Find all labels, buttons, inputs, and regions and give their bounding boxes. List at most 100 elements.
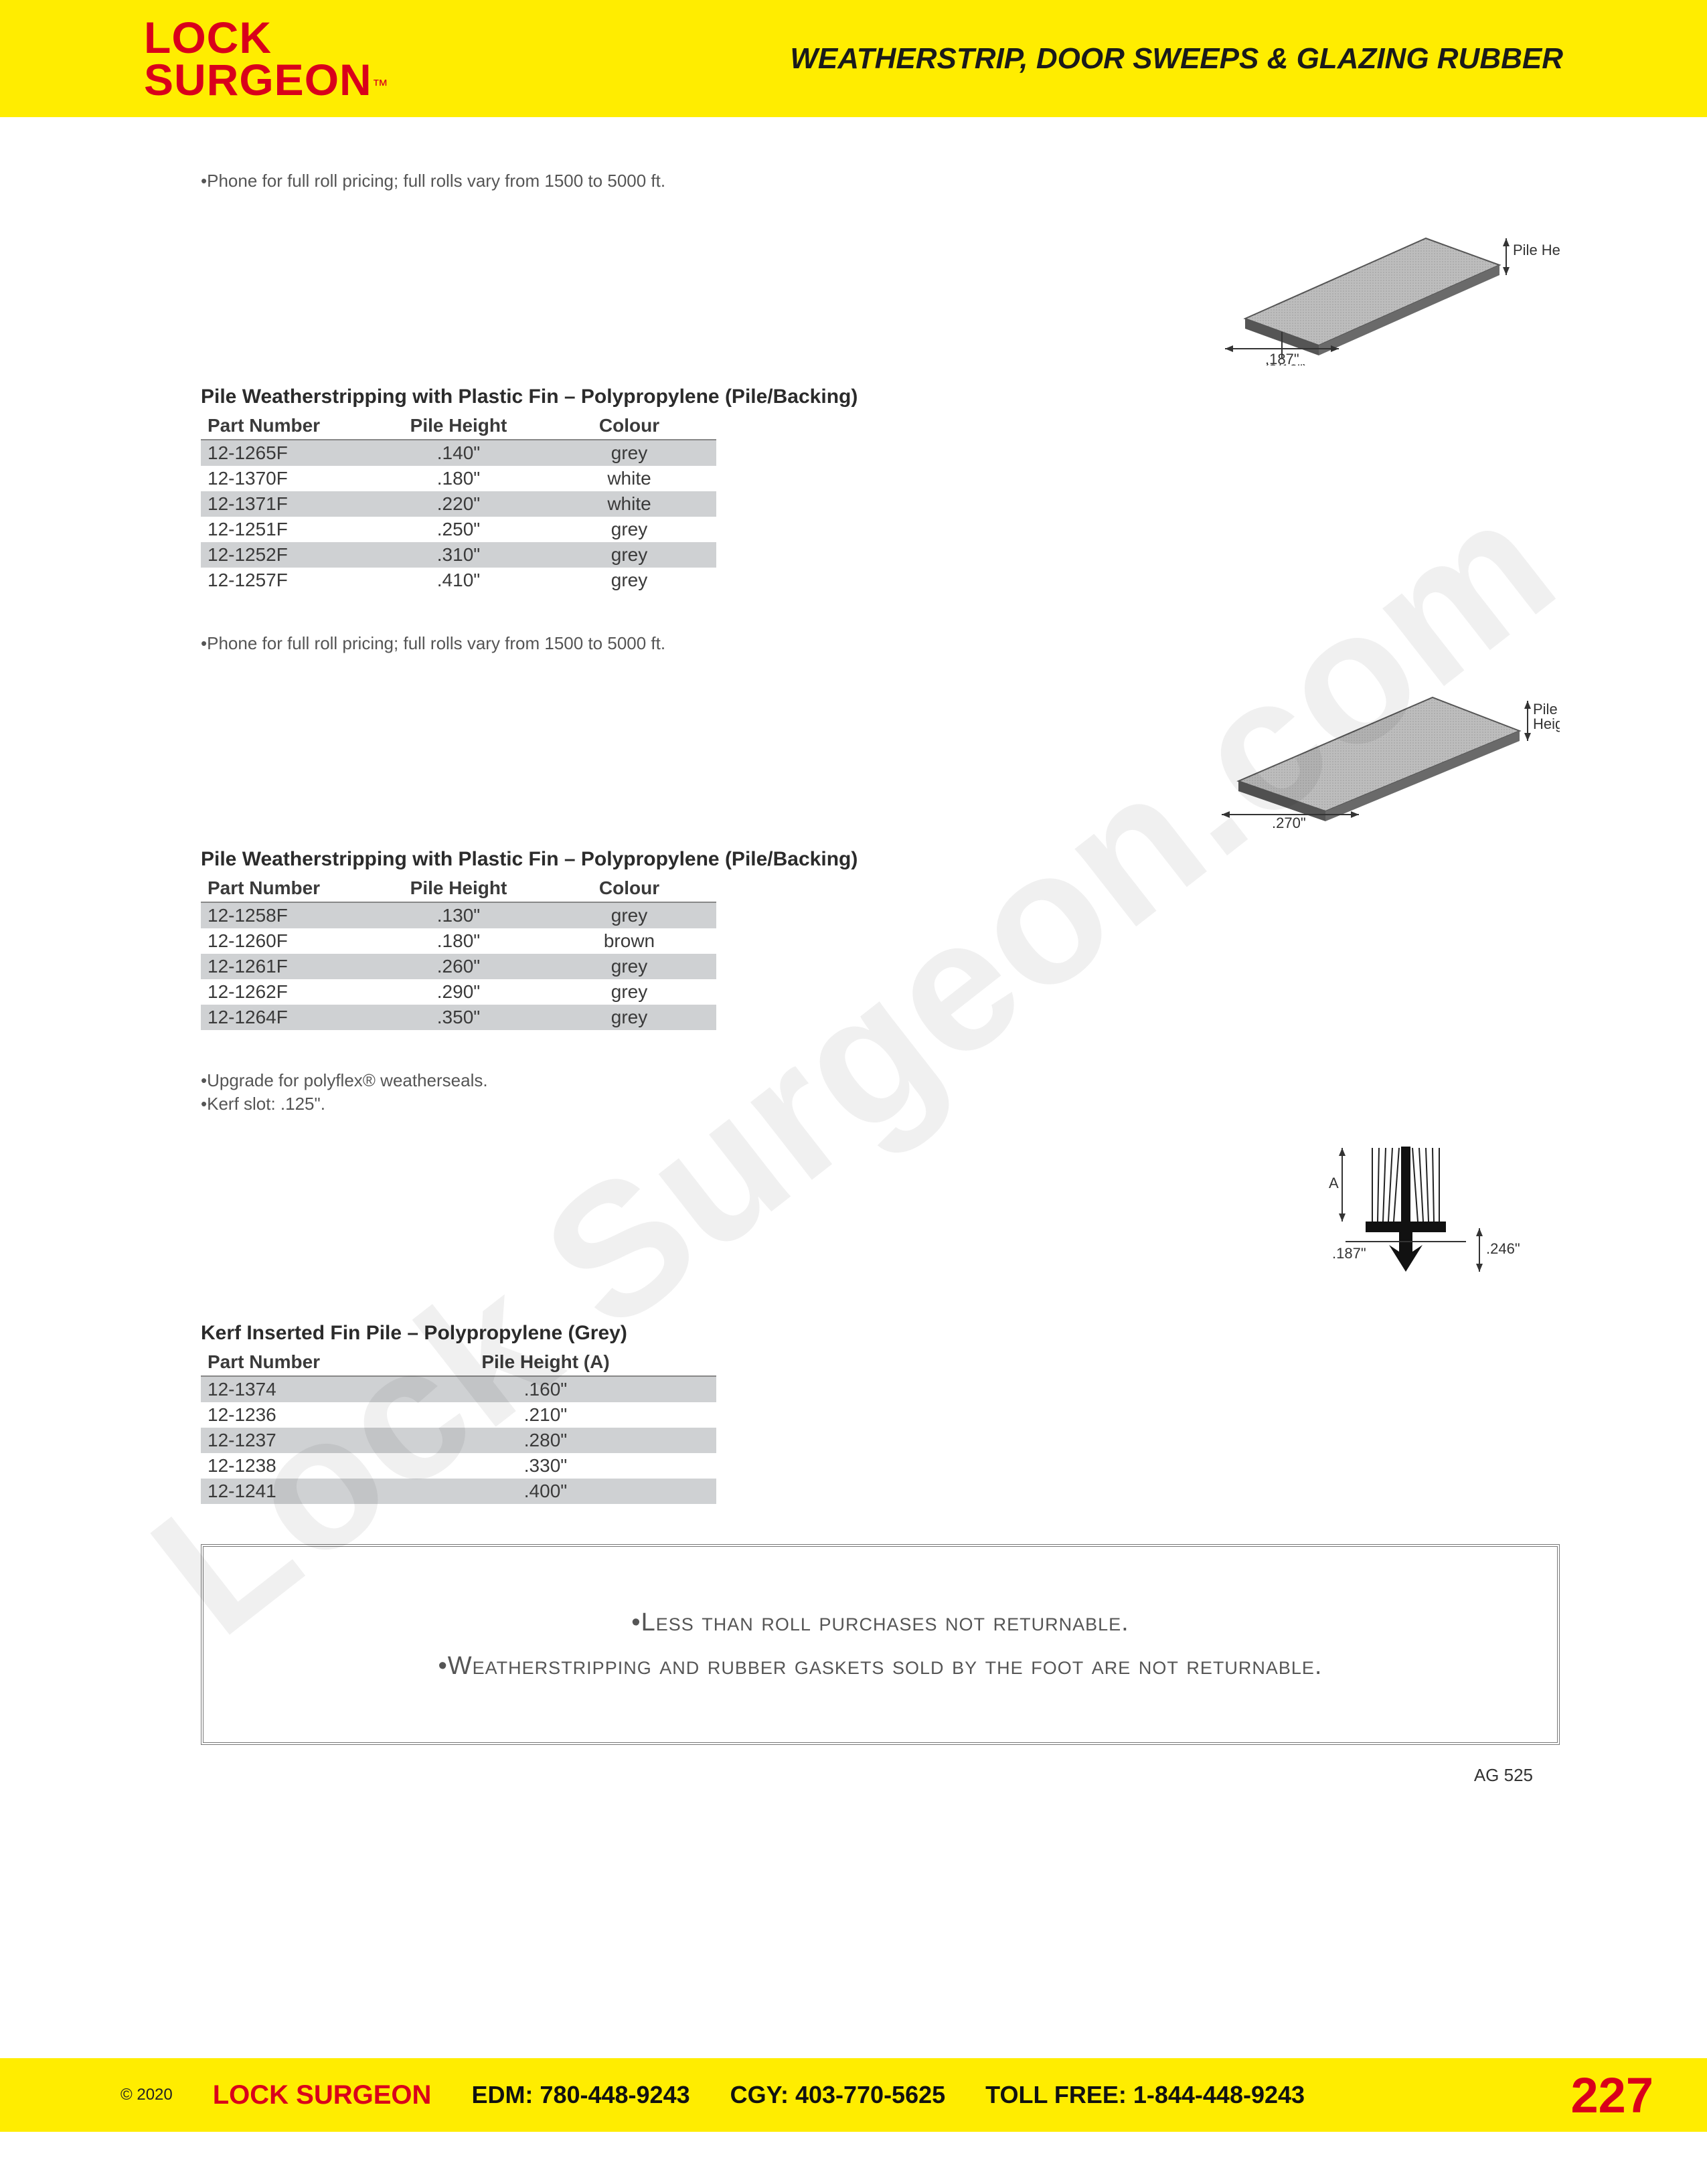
table-row: 12-1370F.180"white bbox=[201, 466, 716, 491]
cell-pileheight: .180" bbox=[375, 928, 542, 954]
cell-partnumber: 12-1241 bbox=[201, 1479, 375, 1504]
cell-partnumber: 12-1374 bbox=[201, 1376, 375, 1402]
table-row: 12-1371F.220"white bbox=[201, 491, 716, 517]
col-header: Colour bbox=[542, 412, 716, 440]
cell-pileheight: .260" bbox=[375, 954, 542, 979]
col-header: Pile Height bbox=[375, 875, 542, 902]
logo-line1: LOCK bbox=[144, 17, 388, 59]
cell-colour: grey bbox=[542, 568, 716, 593]
cell-partnumber: 12-1260F bbox=[201, 928, 375, 954]
header-bar: LOCK SURGEON™ WEATHERSTRIP, DOOR SWEEPS … bbox=[0, 0, 1707, 117]
table-row: 12-1374.160" bbox=[201, 1376, 716, 1402]
svg-text:Pile Height: Pile Height bbox=[1513, 242, 1560, 258]
ag-code: AG 525 bbox=[201, 1765, 1560, 1786]
table-row: 12-1241.400" bbox=[201, 1479, 716, 1504]
cell-colour: white bbox=[542, 466, 716, 491]
table-row: 12-1264F.350"grey bbox=[201, 1005, 716, 1030]
cell-partnumber: 12-1264F bbox=[201, 1005, 375, 1030]
cell-partnumber: 12-1261F bbox=[201, 954, 375, 979]
cell-pileheight: .280" bbox=[375, 1428, 716, 1453]
table-row: 12-1252F.310"grey bbox=[201, 542, 716, 568]
table-row: 12-1260F.180"brown bbox=[201, 928, 716, 954]
section1-note: •Phone for full roll pricing; full rolls… bbox=[201, 171, 1560, 191]
svg-text:.270": .270" bbox=[1272, 815, 1306, 828]
diagram-3: A .187" .246" bbox=[1265, 1141, 1560, 1302]
col-header: Part Number bbox=[201, 412, 375, 440]
footer-cgy: CGY: 403-770-5625 bbox=[730, 2081, 946, 2109]
svg-text:A: A bbox=[1329, 1175, 1339, 1191]
cell-partnumber: 12-1236 bbox=[201, 1402, 375, 1428]
svg-text:.187": .187" bbox=[1332, 1245, 1366, 1262]
table-row: 12-1261F.260"grey bbox=[201, 954, 716, 979]
cell-colour: grey bbox=[542, 1005, 716, 1030]
cell-colour: grey bbox=[542, 542, 716, 568]
table-row: 12-1258F.130"grey bbox=[201, 902, 716, 928]
cell-partnumber: 12-1257F bbox=[201, 568, 375, 593]
cell-partnumber: 12-1252F bbox=[201, 542, 375, 568]
section3-note1: •Upgrade for polyflex® weatherseals. bbox=[201, 1070, 1560, 1091]
cell-partnumber: 12-1237 bbox=[201, 1428, 375, 1453]
diagram-1: .187" (3/16") Pile Height bbox=[1185, 218, 1560, 365]
table-1: Part Number Pile Height Colour 12-1265F.… bbox=[201, 412, 716, 593]
section2-note: •Phone for full roll pricing; full rolls… bbox=[201, 633, 1560, 654]
table-2: Part Number Pile Height Colour 12-1258F.… bbox=[201, 875, 716, 1030]
svg-text:(3/16"): (3/16") bbox=[1264, 361, 1307, 365]
cell-colour: brown bbox=[542, 928, 716, 954]
table-row: 12-1236.210" bbox=[201, 1402, 716, 1428]
logo-tm: ™ bbox=[372, 76, 388, 94]
cell-colour: grey bbox=[542, 517, 716, 542]
cell-colour: grey bbox=[542, 902, 716, 928]
cell-pileheight: .210" bbox=[375, 1402, 716, 1428]
table-row: 12-1251F.250"grey bbox=[201, 517, 716, 542]
notice-box: •Less than roll purchases not returnable… bbox=[201, 1544, 1560, 1745]
cell-partnumber: 12-1238 bbox=[201, 1453, 375, 1479]
table-row: 12-1237.280" bbox=[201, 1428, 716, 1453]
cell-pileheight: .140" bbox=[375, 440, 542, 466]
content: •Phone for full roll pricing; full rolls… bbox=[0, 117, 1707, 2058]
footer-toll: TOLL FREE: 1-844-448-9243 bbox=[985, 2081, 1305, 2109]
footer-edm: EDM: 780-448-9243 bbox=[471, 2081, 689, 2109]
footer-bar: © 2020 LOCK SURGEON EDM: 780-448-9243 CG… bbox=[0, 2058, 1707, 2132]
section3-note2: •Kerf slot: .125". bbox=[201, 1094, 1560, 1114]
cell-pileheight: .160" bbox=[375, 1376, 716, 1402]
cell-pileheight: .400" bbox=[375, 1479, 716, 1504]
diagram-2: .270" Pile Height bbox=[1185, 681, 1560, 828]
table-3: Part Number Pile Height (A) 12-1374.160"… bbox=[201, 1349, 716, 1504]
cell-partnumber: 12-1371F bbox=[201, 491, 375, 517]
section3-title: Kerf Inserted Fin Pile – Polypropylene (… bbox=[201, 1322, 1560, 1345]
section1-title: Pile Weatherstripping with Plastic Fin –… bbox=[201, 386, 1560, 408]
cell-pileheight: .130" bbox=[375, 902, 542, 928]
cell-pileheight: .220" bbox=[375, 491, 542, 517]
cell-partnumber: 12-1265F bbox=[201, 440, 375, 466]
notice-line-1: •Less than roll purchases not returnable… bbox=[230, 1608, 1530, 1637]
copyright: © 2020 bbox=[120, 2086, 173, 2104]
logo-line2: SURGEON bbox=[144, 55, 372, 104]
svg-text:.246": .246" bbox=[1486, 1240, 1520, 1257]
cell-partnumber: 12-1251F bbox=[201, 517, 375, 542]
cell-partnumber: 12-1262F bbox=[201, 979, 375, 1005]
col-header: Pile Height bbox=[375, 412, 542, 440]
cell-colour: white bbox=[542, 491, 716, 517]
table-row: 12-1265F.140"grey bbox=[201, 440, 716, 466]
col-header: Colour bbox=[542, 875, 716, 902]
cell-pileheight: .410" bbox=[375, 568, 542, 593]
svg-text:Height: Height bbox=[1533, 716, 1560, 732]
cell-pileheight: .350" bbox=[375, 1005, 542, 1030]
col-header: Pile Height (A) bbox=[375, 1349, 716, 1376]
cell-colour: grey bbox=[542, 440, 716, 466]
cell-partnumber: 12-1258F bbox=[201, 902, 375, 928]
cell-colour: grey bbox=[542, 979, 716, 1005]
cell-pileheight: .310" bbox=[375, 542, 542, 568]
col-header: Part Number bbox=[201, 875, 375, 902]
footer-brand: LOCK SURGEON bbox=[213, 2080, 432, 2110]
table-row: 12-1238.330" bbox=[201, 1453, 716, 1479]
cell-pileheight: .330" bbox=[375, 1453, 716, 1479]
cell-colour: grey bbox=[542, 954, 716, 979]
cell-pileheight: .250" bbox=[375, 517, 542, 542]
section-2: •Phone for full roll pricing; full rolls… bbox=[201, 633, 1560, 1030]
section-3: •Upgrade for polyflex® weatherseals. •Ke… bbox=[201, 1070, 1560, 1504]
table-row: 12-1262F.290"grey bbox=[201, 979, 716, 1005]
col-header: Part Number bbox=[201, 1349, 375, 1376]
table-row: 12-1257F.410"grey bbox=[201, 568, 716, 593]
page-title: WEATHERSTRIP, DOOR SWEEPS & GLAZING RUBB… bbox=[790, 42, 1563, 76]
